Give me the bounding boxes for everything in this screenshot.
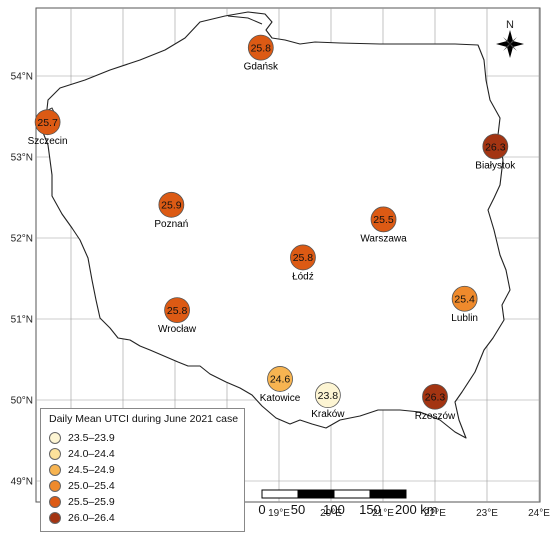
legend-label: 24.5–24.9 [68,464,115,476]
city-name: Katowice [260,393,301,404]
city-name: Kraków [311,409,345,420]
city-name: Lublin [451,313,478,324]
city-marker [164,297,190,323]
scale-label-0: 0 [258,502,265,517]
city-value: 25.9 [161,200,182,212]
legend-item: 23.5–23.9 [49,430,236,446]
legend-swatch [49,464,61,476]
city-value: 25.8 [293,252,314,264]
legend-label: 26.0–26.4 [68,512,115,524]
hel-peninsula [227,15,263,25]
lat-tick-label: 51°N [11,315,33,326]
lon-tick-label: 19°E [268,508,290,519]
lon-tick-label: 21°E [372,508,394,519]
city-name: Wrocław [158,324,197,335]
lon-tick-label: 23°E [476,508,498,519]
city-value: 25.4 [454,294,475,306]
city-markers: 25.8 Gdańsk 25.7 Szczecin 26.3 Białystok 25.9 P… [28,34,516,422]
city-marker [482,133,509,160]
city-value: 25.5 [373,214,394,226]
legend-swatch [49,496,61,508]
city-name: Poznań [154,219,188,230]
lat-tick-label: 49°N [11,477,33,488]
lon-tick-label: 24°E [528,508,550,519]
scale-bar: 0 50 100 150 200 km [258,489,438,517]
lon-tick-label: 22°E [424,508,446,519]
legend-item: 24.5–24.9 [49,462,236,478]
city-value: 23.8 [318,390,339,402]
city-marker [247,34,274,61]
legend-items: 23.5–23.9 24.0–24.4 24.5–24.9 25.0–25.4 25.5… [49,430,236,526]
scale-label-100: 100 [323,502,345,517]
city-name: Szczecin [28,136,68,147]
city-value: 26.3 [425,392,446,404]
scale-label-150: 150 [359,502,381,517]
lat-tick-label: 50°N [11,396,33,407]
city-name: Białystok [475,160,516,171]
city-marker [314,382,341,409]
scale-label-200: 200 km [395,502,438,517]
city-marker [34,109,61,136]
city-marker [158,191,185,218]
lat-tick-label: 54°N [11,72,33,83]
city-value: 25.8 [251,42,272,54]
legend-item: 25.5–25.9 [49,494,236,510]
city-marker [370,206,397,233]
city-name: Warszawa [360,233,407,244]
legend-label: 23.5–23.9 [68,432,115,444]
city-marker [422,383,448,410]
legend-title: Daily Mean UTCI during June 2021 case [49,413,239,425]
legend-item: 26.0–26.4 [49,510,236,526]
scale-label-50: 50 [291,502,305,517]
city-name: Gdańsk [244,62,279,73]
legend-item: 25.0–25.4 [49,478,236,494]
legend: Daily Mean UTCI during June 2021 case 23… [40,408,245,532]
poland-border [41,11,511,439]
city-marker [267,366,293,392]
north-arrow-icon [496,30,524,58]
lat-tick-label: 53°N [11,153,33,164]
legend-swatch [49,448,61,460]
legend-label: 25.0–25.4 [68,480,115,492]
city-value: 24.6 [270,374,291,386]
legend-swatch [49,432,61,444]
city-name: Łódź [292,271,314,282]
legend-item: 24.0–24.4 [49,446,236,462]
legend-swatch [49,480,61,492]
legend-swatch [49,512,61,524]
city-marker [290,244,316,271]
north-label: N [506,19,514,31]
city-marker [451,285,478,312]
city-value: 25.7 [37,117,58,129]
lat-tick-label: 52°N [11,234,33,245]
lon-tick-label: 20°E [320,508,342,519]
city-value: 25.8 [167,305,188,317]
legend-label: 25.5–25.9 [68,496,115,508]
city-name: Rzeszów [415,411,456,422]
city-value: 26.3 [485,141,506,153]
legend-label: 24.0–24.4 [68,448,115,460]
